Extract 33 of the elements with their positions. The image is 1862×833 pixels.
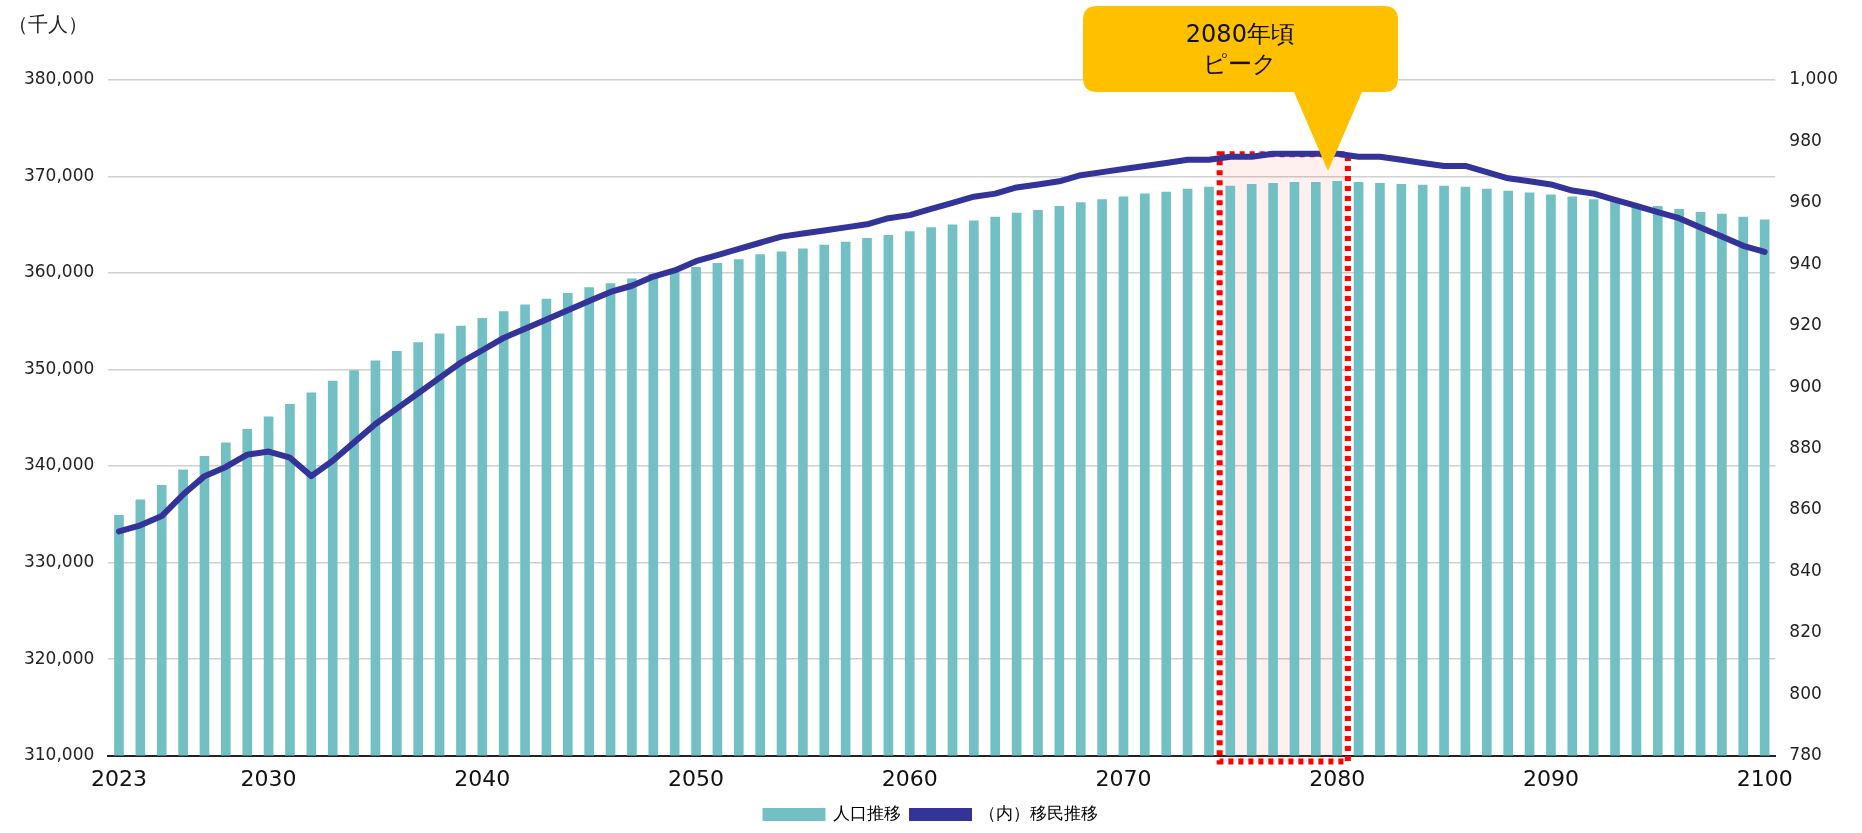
y2-tick-label: 920 — [1789, 314, 1822, 335]
text: 2080年頃ピーク — [1184, 19, 1296, 79]
y2-tick-label: 1,000 — [1789, 68, 1838, 89]
y2-tick-label: 840 — [1789, 559, 1822, 580]
y-tick-label: 320,000 — [23, 647, 95, 668]
y2-tick-label: 780 — [1789, 744, 1822, 765]
y2-tick-label: 900 — [1789, 375, 1822, 396]
y-tick-label: 370,000 — [23, 164, 95, 185]
x-tick-label: 2070 — [1095, 765, 1152, 791]
y2-tick-label: 980 — [1789, 129, 1822, 150]
legend-label: 人口推移 — [832, 802, 901, 823]
x-tick-label: 2040 — [454, 765, 511, 791]
y-axis-title: （千人） — [8, 12, 88, 37]
y-tick-label: 360,000 — [23, 261, 95, 282]
y2-tick-label: 820 — [1789, 621, 1822, 642]
x-tick-label: 2100 — [1736, 765, 1793, 791]
y2-tick-label: 880 — [1789, 436, 1822, 457]
y-tick-label: 310,000 — [23, 744, 95, 765]
y-tick-label: 350,000 — [23, 357, 95, 378]
y2-tick-label: 960 — [1789, 191, 1822, 212]
y-tick-label: 380,000 — [23, 68, 95, 89]
x-tick-label: 2080 — [1309, 765, 1366, 791]
y2-tick-label: 800 — [1789, 682, 1822, 703]
x-tick-label: 2050 — [668, 765, 725, 791]
x-tick-label: 2030 — [240, 765, 297, 791]
x-tick-label: 2023 — [90, 765, 147, 791]
legend-label: （内）移民推移 — [979, 802, 1098, 823]
y-tick-label: 330,000 — [23, 550, 95, 571]
x-tick-label: 2060 — [881, 765, 938, 791]
y2-tick-label: 940 — [1789, 252, 1822, 273]
y-tick-label: 340,000 — [23, 454, 95, 475]
x-tick-label: 2090 — [1522, 765, 1579, 791]
y2-tick-label: 860 — [1789, 498, 1822, 519]
